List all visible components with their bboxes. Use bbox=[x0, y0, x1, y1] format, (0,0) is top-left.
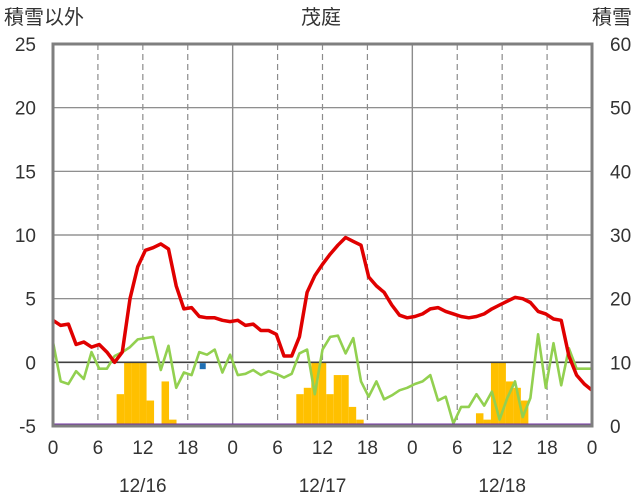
x-hour-tick-label: 18 bbox=[357, 438, 378, 459]
x-date-label: 12/17 bbox=[299, 476, 347, 497]
left-y-tick-label: 5 bbox=[25, 290, 36, 311]
precip-bar bbox=[483, 419, 491, 426]
precip-bar bbox=[296, 394, 304, 426]
precip-bar bbox=[318, 362, 327, 426]
left-y-tick-label: -5 bbox=[19, 417, 36, 438]
precipitation-bars bbox=[116, 362, 529, 426]
left-axis-title: 積雪以外 bbox=[4, 5, 84, 29]
right-y-tick-label: 60 bbox=[610, 35, 631, 56]
x-hour-tick-label: 6 bbox=[272, 438, 283, 459]
precip-bar bbox=[303, 387, 312, 426]
precip-bar bbox=[131, 362, 140, 426]
green-series-line bbox=[51, 333, 592, 425]
right-y-tick-label: 50 bbox=[610, 99, 631, 120]
right-y-tick-label: 40 bbox=[610, 162, 631, 183]
left-y-tick-label: 15 bbox=[15, 162, 36, 183]
left-y-tick-label: 20 bbox=[15, 99, 36, 120]
precip-bar bbox=[124, 362, 132, 426]
x-hour-tick-label: 0 bbox=[48, 438, 59, 459]
x-hour-tick-label: 0 bbox=[407, 438, 418, 459]
x-hour-tick-label: 0 bbox=[587, 438, 598, 459]
grid-lines bbox=[53, 44, 592, 426]
precip-bar bbox=[348, 406, 357, 426]
x-hour-tick-label: 18 bbox=[177, 438, 198, 459]
right-y-tick-labels: 60 50 40 30 20 10 0 bbox=[610, 35, 631, 438]
precip-bar bbox=[490, 362, 499, 426]
temperature-line bbox=[52, 235, 594, 392]
marker-point bbox=[199, 363, 206, 370]
x-date-label: 12/16 bbox=[119, 476, 167, 497]
right-y-tick-label: 20 bbox=[610, 290, 631, 311]
x-hour-tick-label: 12 bbox=[132, 438, 153, 459]
left-y-tick-label: 10 bbox=[15, 226, 36, 247]
plot-border bbox=[51, 42, 594, 428]
x-hour-tick-label: 12 bbox=[312, 438, 333, 459]
x-date-label: 12/18 bbox=[478, 476, 526, 497]
right-axis-title: 積雪 bbox=[592, 5, 632, 29]
precip-bar bbox=[139, 362, 147, 426]
precip-bar bbox=[326, 394, 334, 426]
precip-bar bbox=[505, 381, 514, 426]
x-hour-tick-labels: 0 6 12 18 0 6 12 18 0 6 12 18 0 bbox=[48, 438, 598, 459]
left-y-tick-label: 0 bbox=[25, 353, 36, 374]
precip-bar bbox=[356, 419, 364, 426]
x-hour-tick-label: 18 bbox=[537, 438, 558, 459]
precip-bar bbox=[146, 400, 155, 426]
precip-bar bbox=[475, 413, 484, 426]
x-hour-tick-label: 12 bbox=[492, 438, 513, 459]
precip-bar bbox=[513, 387, 521, 426]
plot-frame bbox=[51, 42, 594, 428]
chart-title: 茂庭 bbox=[301, 5, 341, 29]
precip-bar bbox=[116, 394, 125, 426]
precip-bar bbox=[333, 375, 342, 426]
right-y-tick-label: 10 bbox=[610, 353, 631, 374]
x-hour-tick-label: 6 bbox=[93, 438, 104, 459]
x-date-labels: 12/16 12/17 12/18 bbox=[119, 476, 526, 497]
right-y-tick-label: 30 bbox=[610, 226, 631, 247]
precip-bar bbox=[169, 419, 177, 426]
precip-bar bbox=[498, 362, 506, 426]
x-hour-tick-label: 6 bbox=[452, 438, 463, 459]
left-y-tick-labels: 25 20 15 10 5 0 -5 bbox=[15, 35, 36, 438]
precip-bar bbox=[341, 375, 349, 426]
x-hour-tick-label: 0 bbox=[227, 438, 238, 459]
precip-bar bbox=[161, 381, 170, 426]
right-y-tick-label: 0 bbox=[610, 417, 621, 438]
left-y-tick-label: 25 bbox=[15, 35, 36, 56]
